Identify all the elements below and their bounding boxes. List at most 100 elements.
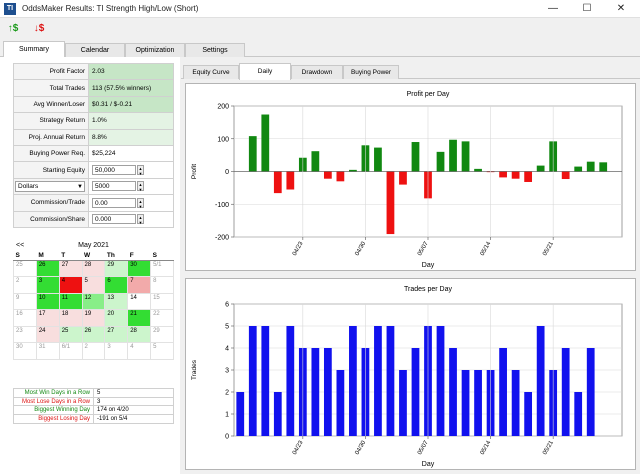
calendar-day[interactable]: 7 xyxy=(127,276,152,294)
calendar-day[interactable]: 14 xyxy=(127,292,152,311)
starting-equity-spinner[interactable]: ▲ ▼ xyxy=(137,165,144,177)
unit-amount-input[interactable]: 5000 xyxy=(92,181,136,192)
calendar-day-header: F xyxy=(127,252,151,261)
x-tick-label: 05/07 xyxy=(417,240,430,257)
trades-per-day-svg: Trades per Day 6 5 4 3 2 1 0 04/23 04/30 05/07 05/1… xyxy=(191,286,623,468)
calendar-day[interactable]: 25 xyxy=(13,259,37,278)
tab-drawdown[interactable]: Drawdown xyxy=(291,65,343,79)
bar xyxy=(499,171,507,178)
calendar-day[interactable]: 4 xyxy=(58,276,83,294)
summary-panel: Profit Factor 2.03 Total Trades 113 (57.5%… xyxy=(0,57,180,474)
calendar-day[interactable]: 12 xyxy=(81,292,106,311)
calendar-day[interactable]: 3 xyxy=(104,342,129,361)
calendar-day[interactable]: 6 xyxy=(104,276,129,294)
tab-daily[interactable]: Daily xyxy=(239,63,291,80)
calendar-day[interactable]: 8 xyxy=(150,276,174,294)
commission-share-spinner[interactable]: ▲ ▼ xyxy=(137,214,144,226)
calendar-day[interactable]: 22 xyxy=(150,309,174,327)
calendar-day[interactable]: 25 xyxy=(58,325,83,344)
calendar-day[interactable]: 2 xyxy=(13,276,37,294)
streak-value: 174 on 4/20 xyxy=(93,405,174,416)
bar xyxy=(261,114,270,172)
calendar-day[interactable]: 15 xyxy=(150,292,174,311)
unit-amount-spinner[interactable]: ▲ ▼ xyxy=(137,181,144,193)
calendar-day[interactable]: 16 xyxy=(13,309,37,327)
commission-trade-input[interactable]: 0.00 xyxy=(92,197,136,208)
trades-per-day-chart: Trades per Day 6 5 4 3 2 1 0 04/23 04/30 05/07 05/1… xyxy=(185,278,636,470)
bar xyxy=(236,392,245,436)
calendar-day[interactable]: 4 xyxy=(127,342,152,361)
commission-trade-spinner[interactable]: ▲ ▼ xyxy=(137,197,144,209)
calendar-day[interactable]: 27 xyxy=(104,325,129,344)
tab-buying-power[interactable]: Buying Power xyxy=(343,65,399,79)
calendar-day[interactable]: 27 xyxy=(58,259,83,278)
streaks-table: Most Win Days in a Row 5 Most Lose Days in… xyxy=(13,388,174,424)
calendar-day[interactable]: 3 xyxy=(35,276,60,294)
bar xyxy=(323,348,332,436)
bar xyxy=(499,348,507,436)
calendar-day[interactable]: 19 xyxy=(81,309,106,327)
calendar-day[interactable]: 10 xyxy=(35,292,60,311)
unit-select[interactable]: Dollars ▼ xyxy=(15,180,85,192)
calendar-day[interactable]: 21 xyxy=(127,309,152,327)
calendar-day[interactable]: 28 xyxy=(81,259,106,278)
tab-settings[interactable]: Settings xyxy=(185,43,245,57)
calendar-day[interactable]: 29 xyxy=(150,325,174,344)
calendar-day[interactable]: 5 xyxy=(150,342,174,361)
short-strategy-icon[interactable]: ↓$ xyxy=(33,23,45,34)
calendar-day[interactable]: 20 xyxy=(104,309,129,327)
calendar-day[interactable]: 29 xyxy=(104,259,129,278)
y-tick-label: 0 xyxy=(225,169,229,176)
tab-optimization[interactable]: Optimization xyxy=(125,43,185,57)
bar xyxy=(399,171,407,185)
calendar-day-header: W xyxy=(82,252,105,261)
calendar-day[interactable]: 13 xyxy=(104,292,129,311)
commission-share-label: Commission/Share xyxy=(13,210,89,228)
bar xyxy=(286,326,295,436)
calendar-day[interactable]: 17 xyxy=(35,309,60,327)
avg-winner-loser-value: $0.31 / $-0.21 xyxy=(88,95,174,114)
calendar-day[interactable]: 30 xyxy=(13,342,37,361)
calendar-day[interactable]: 30 xyxy=(127,259,152,278)
tab-summary[interactable]: Summary xyxy=(3,41,65,58)
streak-row: Most Lose Days in a Row 3 xyxy=(13,396,174,407)
bar xyxy=(449,348,457,436)
bar xyxy=(399,370,407,436)
calendar-day[interactable]: 9 xyxy=(13,292,37,311)
calendar-day[interactable]: 18 xyxy=(58,309,83,327)
streak-value: 5 xyxy=(93,388,174,398)
x-tick-label: 05/07 xyxy=(417,439,430,456)
calendar-day[interactable]: 5 xyxy=(81,276,106,294)
tab-equity-curve[interactable]: Equity Curve xyxy=(183,65,239,79)
x-tick-label: 05/21 xyxy=(542,439,555,456)
annual-return-label: Proj. Annual Return xyxy=(13,128,89,146)
y-tick-label: 4 xyxy=(225,346,229,353)
calendar-day[interactable]: 26 xyxy=(81,325,106,344)
y-tick-label: -100 xyxy=(215,202,229,209)
calendar-day[interactable]: 28 xyxy=(127,325,152,344)
calendar-day[interactable]: 31 xyxy=(35,342,60,361)
calendar-prev-button[interactable]: << xyxy=(16,242,25,249)
bar xyxy=(386,326,395,436)
commission-share-input[interactable]: 0.000 xyxy=(92,214,136,225)
calendar-day[interactable]: 2 xyxy=(81,342,106,361)
calendar-day[interactable]: 11 xyxy=(58,292,83,311)
calendar-day[interactable]: 6/1 xyxy=(58,342,83,361)
calendar-day-header: M xyxy=(36,252,60,261)
strategy-return-value: 1.0% xyxy=(88,112,174,130)
long-strategy-icon[interactable]: ↑$ xyxy=(7,23,19,34)
tab-calendar[interactable]: Calendar xyxy=(65,43,125,57)
bar xyxy=(524,392,533,436)
maximize-button[interactable]: ☐ xyxy=(582,3,592,14)
bar xyxy=(474,370,482,436)
minimize-button[interactable]: — xyxy=(548,3,558,14)
avg-winner-loser-label: Avg Winner/Loser xyxy=(13,95,89,114)
calendar-day[interactable]: 5/1 xyxy=(150,259,174,278)
annual-return-value: 8.8% xyxy=(88,128,174,146)
calendar-day[interactable]: 24 xyxy=(35,325,60,344)
close-button[interactable]: ✕ xyxy=(616,3,626,14)
calendar-day[interactable]: 23 xyxy=(13,325,37,344)
starting-equity-input[interactable]: 50,000 xyxy=(92,165,136,176)
calendar-day[interactable]: 26 xyxy=(35,259,60,278)
